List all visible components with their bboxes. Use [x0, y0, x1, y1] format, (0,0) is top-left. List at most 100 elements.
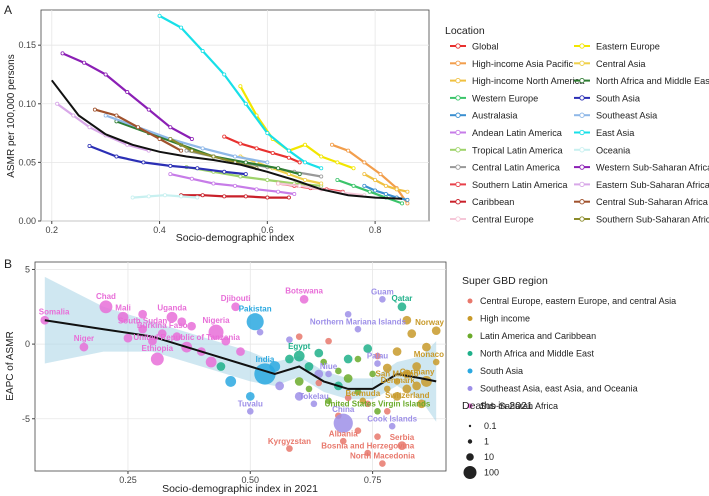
series-point-andean-latin-america	[292, 192, 297, 197]
country-point	[286, 336, 293, 343]
legend-label-central-europe-eastern-europe-and-central-asia: Central Europe, eastern Europe, and cent…	[480, 296, 676, 306]
legend-marker-global	[455, 43, 461, 49]
legend-label-western-europe: Western Europe	[472, 93, 538, 103]
series-point-north-africa-and-middle-east	[276, 166, 281, 171]
country-point	[344, 310, 352, 318]
country-point	[236, 347, 245, 356]
legend-item-high-income-asia-pacific: High-income Asia Pacific	[450, 59, 574, 69]
y-tick-label: 0.00	[18, 216, 36, 226]
legend-marker-oceania	[579, 147, 585, 153]
series-point-oceania	[146, 194, 151, 199]
legend-label-global: Global	[472, 42, 499, 52]
legend-dot-high-income	[467, 316, 473, 321]
series-point-eastern-sub-saharan-africa	[87, 125, 92, 130]
country-point	[148, 336, 157, 346]
point-label-albania: Albania	[329, 429, 358, 438]
series-point-southeast-asia	[200, 146, 205, 151]
point-label-china: China	[332, 405, 355, 414]
legend-label-southern-latin-america: Southern Latin America	[472, 180, 568, 190]
country-point-niger	[79, 342, 89, 352]
country-point	[294, 392, 304, 401]
country-point	[123, 333, 133, 343]
series-point-andean-latin-america	[254, 187, 259, 192]
country-point	[256, 328, 264, 336]
legend-item-southeast-asia-east-asia-and-oceania: Southeast Asia, east Asia, and Oceania	[467, 384, 638, 394]
country-point	[412, 381, 421, 391]
y-tick-label: 0.05	[18, 157, 36, 167]
panel-b-color-legend-title: Super GBD region	[462, 275, 548, 287]
panel-a-legend-title: Location	[445, 25, 485, 37]
legend-item-western-sub-saharan-africa: Western Sub-Saharan Africa	[574, 163, 709, 173]
series-point-andean-latin-america	[189, 176, 194, 181]
legend-marker-north-africa-and-middle-east	[579, 77, 585, 84]
country-point	[294, 377, 304, 386]
x-tick-label: 0.75	[364, 475, 382, 485]
x-tick-label: 0.4	[153, 225, 166, 235]
legend-label-high-income-asia-pacific: High-income Asia Pacific	[472, 59, 574, 69]
legend-label-tropical-latin-america: Tropical Latin America	[472, 145, 563, 155]
legend-label-western-sub-saharan-africa: Western Sub-Saharan Africa	[596, 163, 709, 173]
y-tick-label: 0	[25, 339, 30, 349]
country-point	[325, 397, 332, 405]
legend-marker-eastern-sub-saharan-africa	[579, 181, 585, 188]
country-point	[138, 309, 147, 319]
legend-marker-tropical-latin-america	[455, 147, 461, 153]
legend-item-sub-saharan-africa: Sub-Saharan Africa	[467, 401, 558, 411]
series-point-central-sub-saharan-africa	[114, 113, 119, 118]
country-point-switzerland	[417, 399, 426, 409]
country-point	[383, 407, 391, 415]
series-point-oceania	[179, 194, 184, 199]
country-point	[225, 376, 237, 387]
legend-marker-caribbean	[455, 199, 461, 205]
legend-label-southeast-asia-east-asia-and-oceania: Southeast Asia, east Asia, and Oceania	[480, 384, 638, 394]
point-label-tokelau: Tokelau	[299, 392, 329, 401]
series-point-high-income-north-america	[383, 183, 388, 188]
point-label-kyrgyzstan: Kyrgyzstan	[268, 437, 311, 446]
panel-a-legend: Location Global High-income Asia Pacific H…	[445, 25, 709, 225]
series-point-southeast-asia	[232, 154, 237, 159]
point-label-burkina-faso: Burkina Faso	[137, 321, 188, 330]
series-point-central-latin-america	[184, 148, 189, 153]
country-point	[295, 333, 303, 340]
point-label-switzerland: Switzerland	[385, 391, 430, 400]
country-point	[422, 342, 431, 352]
series-point-caribbean	[265, 195, 270, 200]
series-line-eastern-europe	[239, 85, 354, 170]
series-point-high-income-asia-pacific	[329, 142, 334, 147]
panel-b-smooth-line	[44, 319, 437, 390]
series-point-global	[238, 141, 243, 146]
point-label-bermuda: Bermuda	[345, 389, 380, 398]
legend-label-north-africa-and-middle-east: North Africa and Middle East	[480, 349, 595, 359]
country-point-niue	[325, 370, 332, 378]
country-point	[285, 354, 294, 364]
series-point-high-income-north-america	[405, 189, 410, 194]
series-point-high-income-asia-pacific	[346, 148, 351, 153]
legend-dot-north-africa-and-middle-east	[467, 351, 473, 356]
series-point-oceania	[130, 195, 135, 200]
series-point-western-europe	[400, 201, 405, 206]
legend-label-latin-america-and-caribbean: Latin America and Caribbean	[480, 331, 596, 341]
size-legend-dot	[467, 439, 473, 444]
legend-label-central-asia: Central Asia	[596, 59, 646, 69]
legend-marker-southeast-asia	[579, 112, 585, 118]
point-label-guam: Guam	[371, 288, 394, 297]
series-point-western-sub-saharan-africa	[168, 125, 173, 130]
legend-item-eastern-europe: Eastern Europe	[574, 42, 660, 52]
country-point	[412, 362, 421, 371]
legend-item-southeast-asia: Southeast Asia	[574, 111, 658, 121]
series-point-central-asia	[303, 177, 308, 182]
country-point-botswana	[299, 294, 309, 304]
series-point-east-asia	[243, 101, 248, 106]
series-point-east-asia	[222, 72, 227, 77]
series-point-central-asia	[286, 172, 291, 177]
series-point-south-asia	[141, 160, 146, 165]
series-point-high-income-north-america	[373, 177, 378, 182]
series-point-central-sub-saharan-africa	[179, 148, 184, 153]
legend-label-south-asia: South Asia	[596, 93, 641, 103]
legend-marker-southern-latin-america	[455, 181, 461, 188]
country-point	[363, 344, 373, 353]
size-legend-item: 10	[466, 452, 494, 462]
legend-marker-central-latin-america	[455, 164, 461, 170]
country-point-norway	[431, 326, 441, 336]
